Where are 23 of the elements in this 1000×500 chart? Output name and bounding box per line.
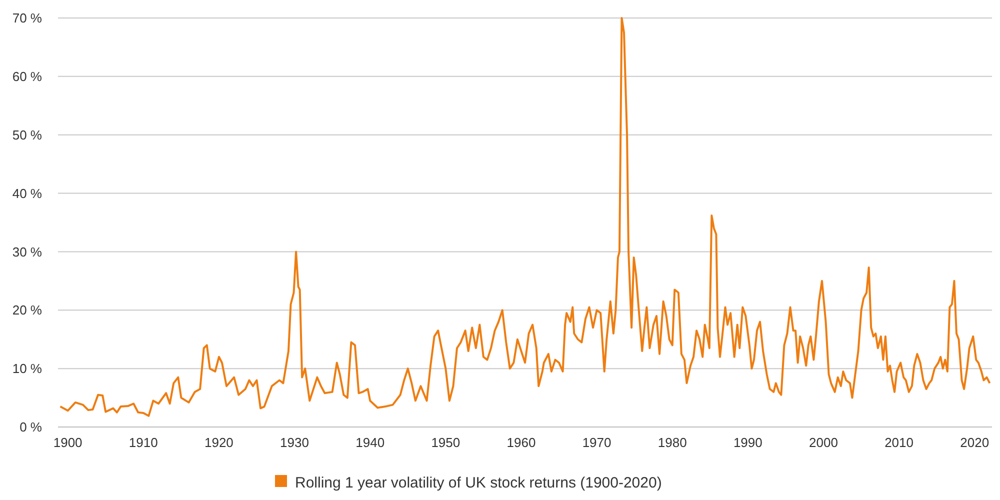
x-tick-label: 1990: [733, 435, 762, 450]
x-tick-label: 2010: [884, 435, 914, 450]
x-tick-label: 1910: [128, 435, 158, 450]
x-tick-label: 1970: [582, 435, 612, 450]
y-tick-label: 70 %: [12, 10, 42, 26]
y-tick-label: 50 %: [12, 127, 42, 142]
x-tick-label: 2000: [809, 435, 838, 450]
y-tick-label: 30 %: [12, 244, 42, 260]
x-tick-label: 2020: [960, 435, 990, 450]
x-tick-label: 1950: [431, 435, 460, 450]
y-tick-label: 60 %: [12, 68, 42, 84]
x-tick-label: 1920: [204, 435, 234, 450]
legend-label: Rolling 1 year volatility of UK stock returns (1900-2020): [295, 474, 662, 492]
y-tick-label: 20 %: [12, 302, 42, 318]
x-tick-label: 1980: [658, 435, 687, 450]
x-tick-label: 1900: [53, 435, 82, 450]
x-tick-label: 1960: [506, 435, 536, 450]
line-series: [59, 17, 991, 417]
y-tick-label: 40 %: [12, 186, 42, 201]
x-tick-label: 1930: [280, 435, 309, 450]
x-tick-label: 1940: [356, 435, 385, 450]
y-tick-label: 10 %: [12, 361, 42, 376]
y-tick-label: 0 %: [20, 420, 42, 435]
